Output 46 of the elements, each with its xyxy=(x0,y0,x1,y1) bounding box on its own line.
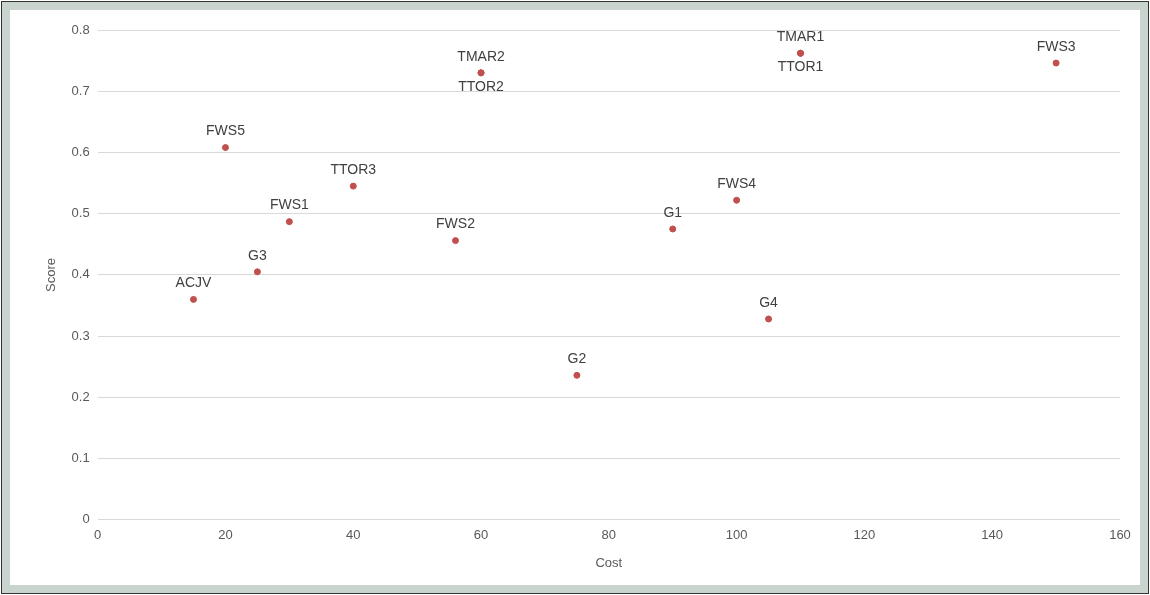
y-tick-label: 0.4 xyxy=(71,266,90,282)
annotation: FWS4 xyxy=(717,175,757,192)
annotation: FWS2 xyxy=(436,215,476,232)
point xyxy=(253,268,261,276)
x-axis-title: Cost xyxy=(595,554,623,570)
x-tick-label: 40 xyxy=(346,527,361,543)
y-tick-label: 0.6 xyxy=(71,144,90,160)
y-tick-label: 0.3 xyxy=(71,327,90,343)
point xyxy=(573,371,581,379)
annotation: TMAR2 xyxy=(457,47,505,64)
x-tick-label: 80 xyxy=(601,527,617,543)
annotation: FWS1 xyxy=(269,196,310,213)
annotation: TTOR2 xyxy=(458,77,505,94)
y-tick-label: 0 xyxy=(82,511,90,527)
annotation: FWS5 xyxy=(206,122,246,139)
y-tick-label: 0.5 xyxy=(71,205,90,221)
annotation: TTOR1 xyxy=(777,58,824,75)
annotation: G1 xyxy=(663,203,683,220)
annotation: FWS3 xyxy=(1036,37,1076,54)
y-tick-label: 0.1 xyxy=(71,450,90,466)
annotation: G2 xyxy=(567,350,587,367)
y-axis-title: Score xyxy=(43,257,59,292)
point xyxy=(349,182,357,190)
point xyxy=(669,225,677,233)
annotation: G3 xyxy=(248,246,267,263)
y-tick-label: 0.7 xyxy=(71,82,90,98)
x-tick-label: 100 xyxy=(725,527,748,543)
x-tick-label: 20 xyxy=(218,527,233,543)
point xyxy=(190,295,198,303)
annotation: ACJV xyxy=(175,274,213,291)
annotation: G4 xyxy=(759,293,779,310)
x-tick-label: 160 xyxy=(1109,527,1131,543)
point xyxy=(765,315,773,323)
y-tick-label: 0.2 xyxy=(71,388,90,404)
point xyxy=(451,237,459,245)
x-tick-label: 0 xyxy=(94,527,102,543)
x-tick-label: 140 xyxy=(981,527,1004,543)
x-tick-label: 120 xyxy=(853,527,876,543)
point xyxy=(733,196,741,204)
point xyxy=(221,144,229,152)
x-tick-label: 60 xyxy=(473,527,489,543)
annotation: TTOR3 xyxy=(330,160,377,177)
y-tick-label: 0.8 xyxy=(71,21,90,37)
point xyxy=(285,218,293,226)
annotation: TMAR1 xyxy=(776,28,825,45)
point xyxy=(1052,59,1060,67)
